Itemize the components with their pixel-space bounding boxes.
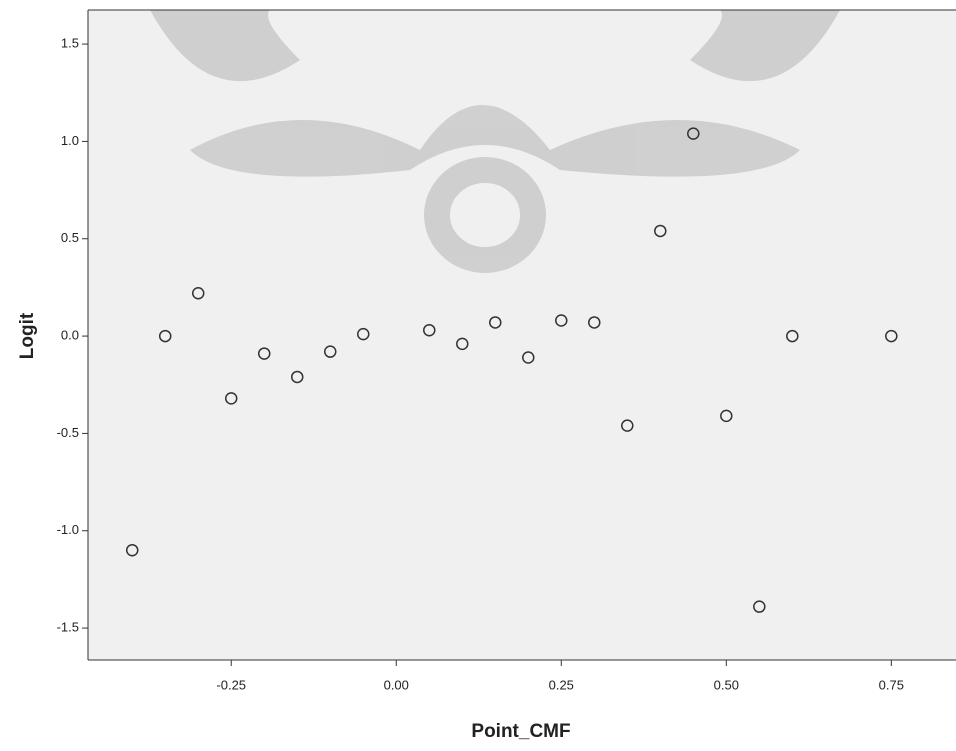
- point: [687, 127, 700, 140]
- point: [654, 224, 667, 238]
- y-tick-label: -0.5: [57, 425, 79, 440]
- y-tick-label: 1.0: [61, 133, 79, 148]
- y-tick-label: 1.5: [61, 36, 79, 51]
- x-axis-title: Point_CMF: [471, 721, 570, 742]
- point: [621, 419, 634, 432]
- point: [224, 392, 238, 405]
- watermark: [150, 10, 840, 273]
- point: [456, 337, 469, 351]
- point: [257, 347, 271, 360]
- x-tick-label: 0.25: [549, 677, 574, 692]
- x-tick-label: 0.75: [879, 677, 904, 692]
- plot-area: [88, 10, 956, 660]
- point: [423, 323, 436, 337]
- y-axis-title: Logit: [17, 312, 38, 359]
- x-tick-label: 0.00: [384, 677, 409, 692]
- point: [125, 543, 139, 557]
- y-tick-label: 0.0: [61, 328, 79, 343]
- point: [191, 286, 205, 300]
- point: [158, 329, 172, 343]
- point: [588, 316, 601, 329]
- point: [786, 329, 799, 343]
- point: [357, 327, 370, 341]
- point: [323, 345, 337, 358]
- point: [555, 314, 568, 327]
- x-tick-label: -0.25: [216, 677, 246, 692]
- y-tick-label: 0.5: [61, 230, 79, 245]
- point: [290, 370, 304, 384]
- point: [489, 316, 502, 329]
- x-tick-label: 0.50: [714, 677, 739, 692]
- y-tick-label: -1.5: [57, 620, 79, 635]
- point: [885, 329, 898, 343]
- y-tick-label: -1.0: [57, 522, 79, 537]
- point: [753, 600, 766, 613]
- point: [720, 409, 733, 423]
- point: [522, 351, 535, 364]
